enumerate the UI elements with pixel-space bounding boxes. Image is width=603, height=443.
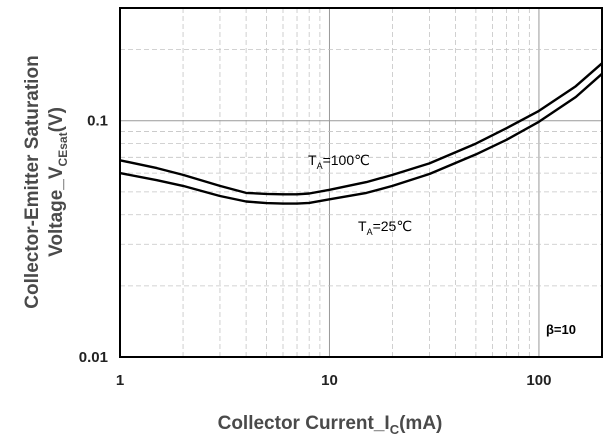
series-line-100c [119,62,603,196]
series-label-100c: TA=100℃ [308,152,370,171]
x-tick-label: 10 [321,372,338,389]
y-tick-labels: 0.01 0.1 [79,113,108,366]
series-label-25c-tail: =25℃ [373,218,412,234]
y-tick-label: 0.1 [87,113,108,130]
y-tick-label: 0.01 [79,349,108,366]
series-label-25c-main: T [358,218,367,234]
series-lines [119,62,603,205]
series-label-100c-main: T [308,152,317,168]
x-tick-labels: 1 10 100 [116,372,552,389]
x-axis-label-main: Collector Current_I [218,413,390,434]
series-line-25c [119,72,603,205]
series-label-25c: TA=25℃ [358,218,412,237]
y-axis-label-line2-tail: (V) [46,107,67,132]
y-axis-label-line2-main: Voltage_V [46,166,67,257]
y-axis-label-line2: Voltage_VCEsat(V) [46,107,70,257]
series-label-25c-sub: A [367,227,373,237]
x-axis-label-sub: C [390,422,400,437]
y-axis-label-line1: Collector-Emitter Saturation [22,55,43,308]
x-axis-label: Collector Current_IC(mA) [218,413,443,437]
y-axis-label: Collector-Emitter Saturation Voltage_VCE… [22,55,70,308]
beta-annotation: β=10 [546,322,576,337]
series-label-100c-tail: =100℃ [323,152,370,168]
x-tick-label: 100 [526,372,551,389]
x-axis-label-tail: (mA) [399,413,442,434]
series-label-100c-sub: A [317,161,323,171]
x-tick-label: 1 [116,372,124,389]
y-axis-label-line2-sub: CEsat [56,132,70,166]
plot-frame [119,7,603,358]
